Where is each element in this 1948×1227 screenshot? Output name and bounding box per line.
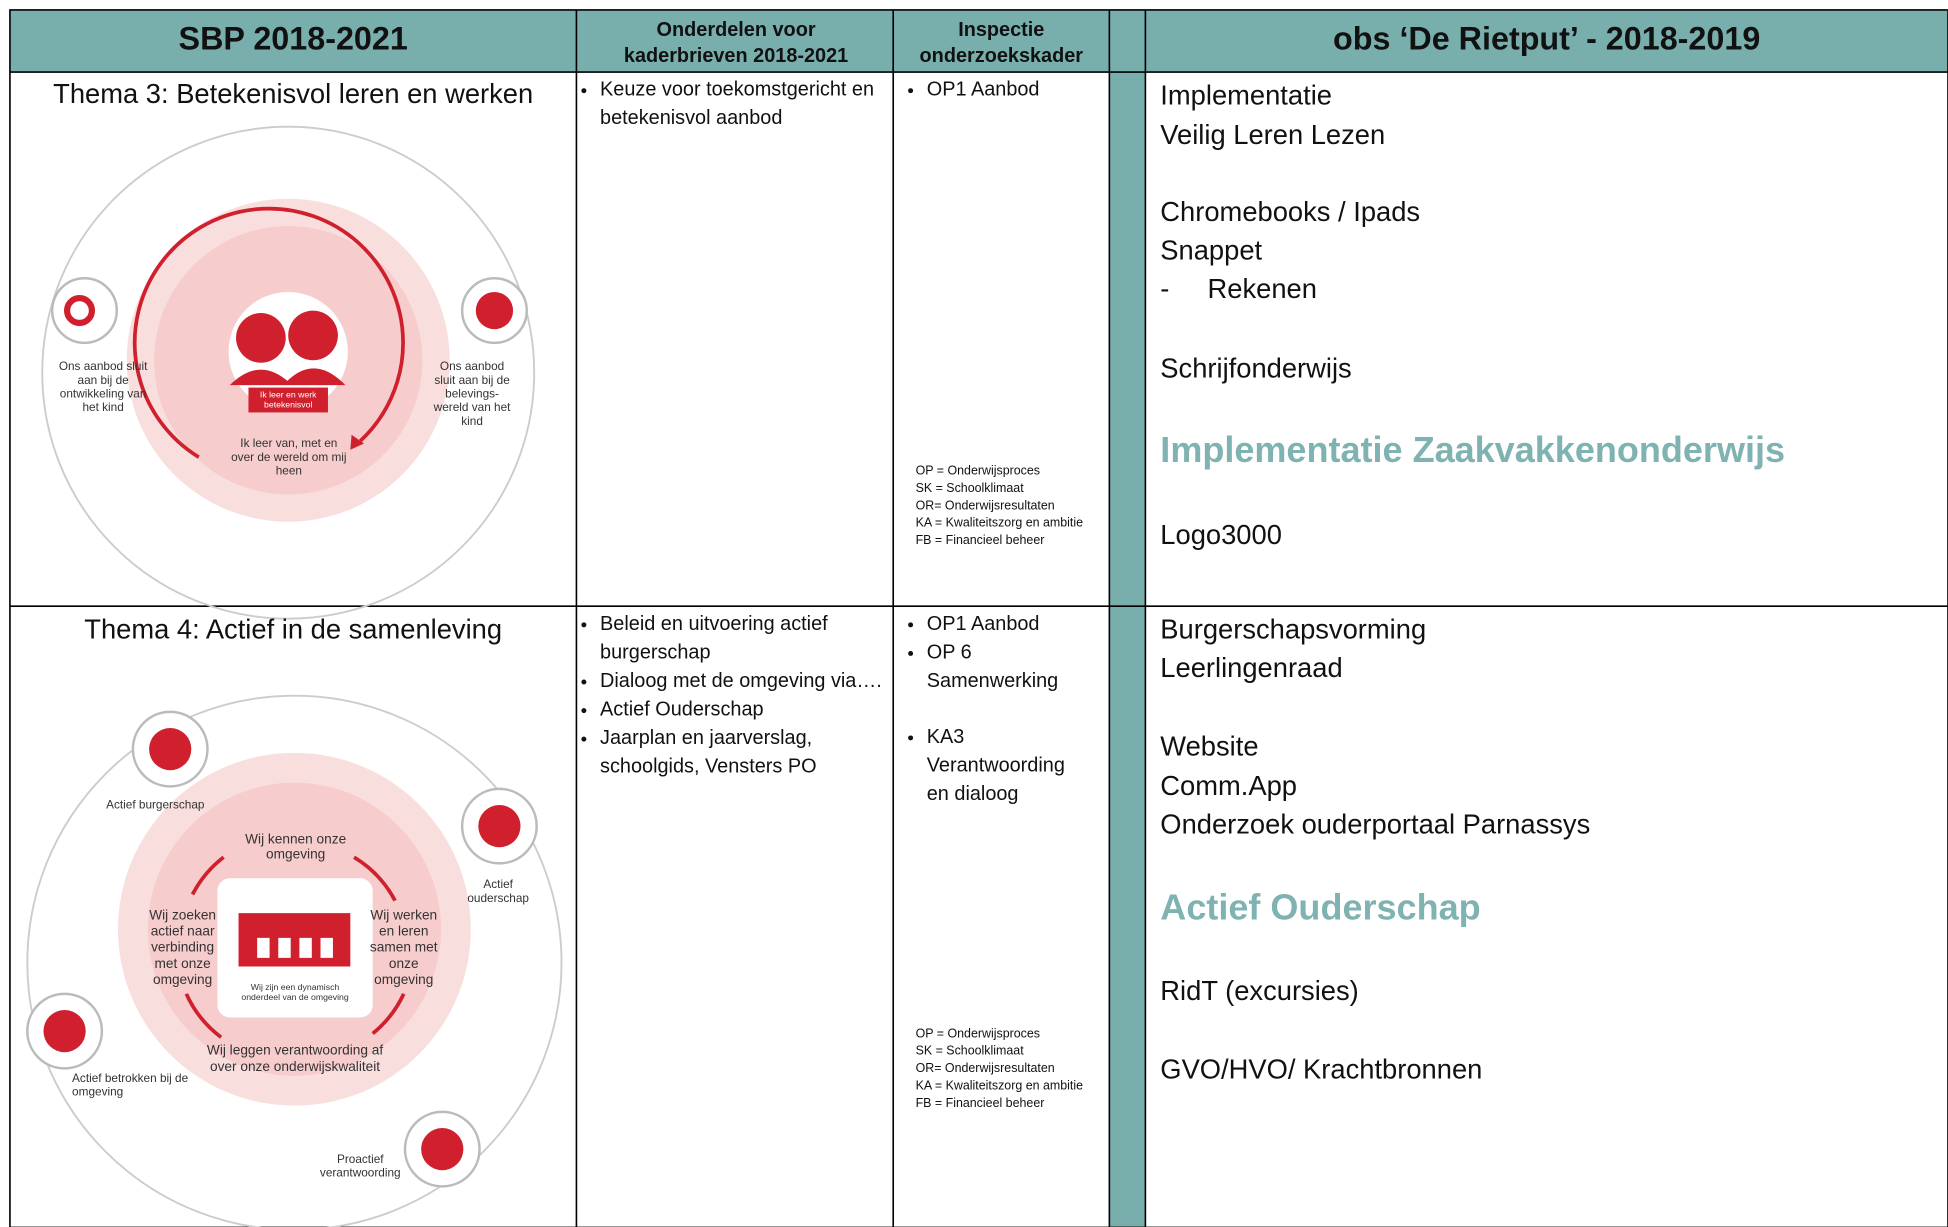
diagram-label: Ons aanbod sluit aan bij de ontwikkeling… [58,360,148,415]
diagram-label: Ons aanbod sluit aan bij de belevings-we… [433,360,511,429]
sub-marker: - [1160,273,1170,305]
plan-item: Website [1160,730,1259,762]
legend-item: KA = Kwaliteitszorg en ambitie [915,1079,1084,1094]
list-item: Beleid en uitvoering actief burgerschap [600,610,898,667]
plan-item: Chromebooks / Ipads [1160,196,1421,228]
plan-item: Logo3000 [1160,519,1282,551]
list-item: OP1 Aanbod [927,610,1113,639]
list-item: Jaarplan en jaarverslag, schoolgids, Ven… [600,724,898,781]
legend-item: SK = Schoolklimaat [915,1044,1024,1059]
diagram-theme-3 [41,125,536,620]
diagram-label: Ik leer van, met en over de wereld om mi… [231,437,347,479]
legend: OP = Onderwijsproces SK = Schoolklimaat … [916,463,1083,550]
list-item: Dialoog met de omgeving via…. [600,667,898,696]
header-sbp: SBP 2018-2021 [178,19,408,58]
plan-item: Implementatie [1160,79,1332,111]
list-item: Actief Ouderschap [600,696,898,725]
header-school: obs ‘De Rietput’ - 2018-2019 [1333,19,1761,58]
diagram-label: Wij kennen onze omgeving [245,832,347,863]
header-onderdelen: Onderdelen voor kaderbrieven 2018-2021 [623,19,849,68]
plan-item: Actief Ouderschap [1160,888,1481,928]
theme-title: Thema 3: Betekenisvol leren en werken [53,78,534,110]
legend-item: FB = Financieel beheer [915,534,1045,548]
diagram-label: Actief burgerschap [106,798,205,813]
list-item: OP1 Aanbod [927,76,1113,105]
list-item: KA3 Verantwoording en dialoog [927,723,1082,809]
plan-item: GVO/HVO/ Krachtbronnen [1160,1053,1483,1085]
onderdelen-list: Beleid en uitvoering actief burgerschap … [581,610,898,781]
legend-item: SK = Schoolklimaat [915,482,1024,496]
inspectie-list: OP1 Aanbod OP 6 Samenwerking KA3 Verantw… [899,610,1113,809]
list-item: OP 6 Samenwerking [927,639,1070,696]
header-inspectie: Inspectie onderzoekskader [919,19,1084,68]
legend-item: OR= Onderwijsresultaten [915,499,1055,514]
diagram-label: Proactief verantwoording [319,1152,401,1181]
legend-item: FB = Financieel beheer [915,1096,1045,1111]
plan-item: Leerlingenraad [1160,652,1343,684]
plan-item: Implementatie Zaakvakkenonderwijs [1160,431,1786,471]
plan-item: Veilig Leren Lezen [1160,119,1386,151]
onderdelen-list: Keuze voor toekomstgericht en betekenisv… [581,76,898,133]
list-item: Keuze voor toekomstgericht en betekenisv… [600,76,898,133]
header-fill [9,9,1948,73]
plan-item: Onderzoek ouderportaal Parnassys [1160,808,1591,840]
legend-item: OR= Onderwijsresultaten [915,1062,1055,1076]
plan-item: Schrijfonderwijs [1160,352,1352,384]
diagram-label: Ik leer en werk betekenisvol [259,391,317,410]
spacer-column [1109,72,1146,1227]
diagram-label: Actief ouderschap [467,878,530,906]
plan-subitem: Rekenen [1207,273,1317,305]
inspectie-list: OP1 Aanbod [899,76,1113,105]
plan-item: RidT (excursies) [1160,975,1359,1007]
diagram-label: Wij zijn een dynamisch onderdeel van de … [241,983,349,1003]
diagram-theme-4 [26,694,563,1227]
plan-item: Snappet [1160,234,1263,266]
plan-item: - Rekenen [1160,273,1317,305]
legend-item: KA = Kwaliteitszorg en ambitie [915,516,1084,531]
diagram-label: Wij leggen verantwoording af over onze o… [206,1043,384,1075]
plan-item: Comm.App [1160,770,1298,802]
diagram-label: Wij werken en leren samen met onze omgev… [369,908,438,988]
legend-item: OP = Onderwijsproces [915,464,1040,479]
theme-title: Thema 4: Actief in de samenleving [84,613,503,645]
legend-item: OP = Onderwijsproces [915,1027,1040,1042]
diagram-label: Wij zoeken actief naar verbinding met on… [149,908,217,988]
plan-item: Burgerschapsvorming [1160,613,1427,645]
legend: OP = Onderwijsproces SK = Schoolklimaat … [916,1026,1083,1113]
diagram-label: Actief betrokken bij de omgeving [72,1072,189,1100]
